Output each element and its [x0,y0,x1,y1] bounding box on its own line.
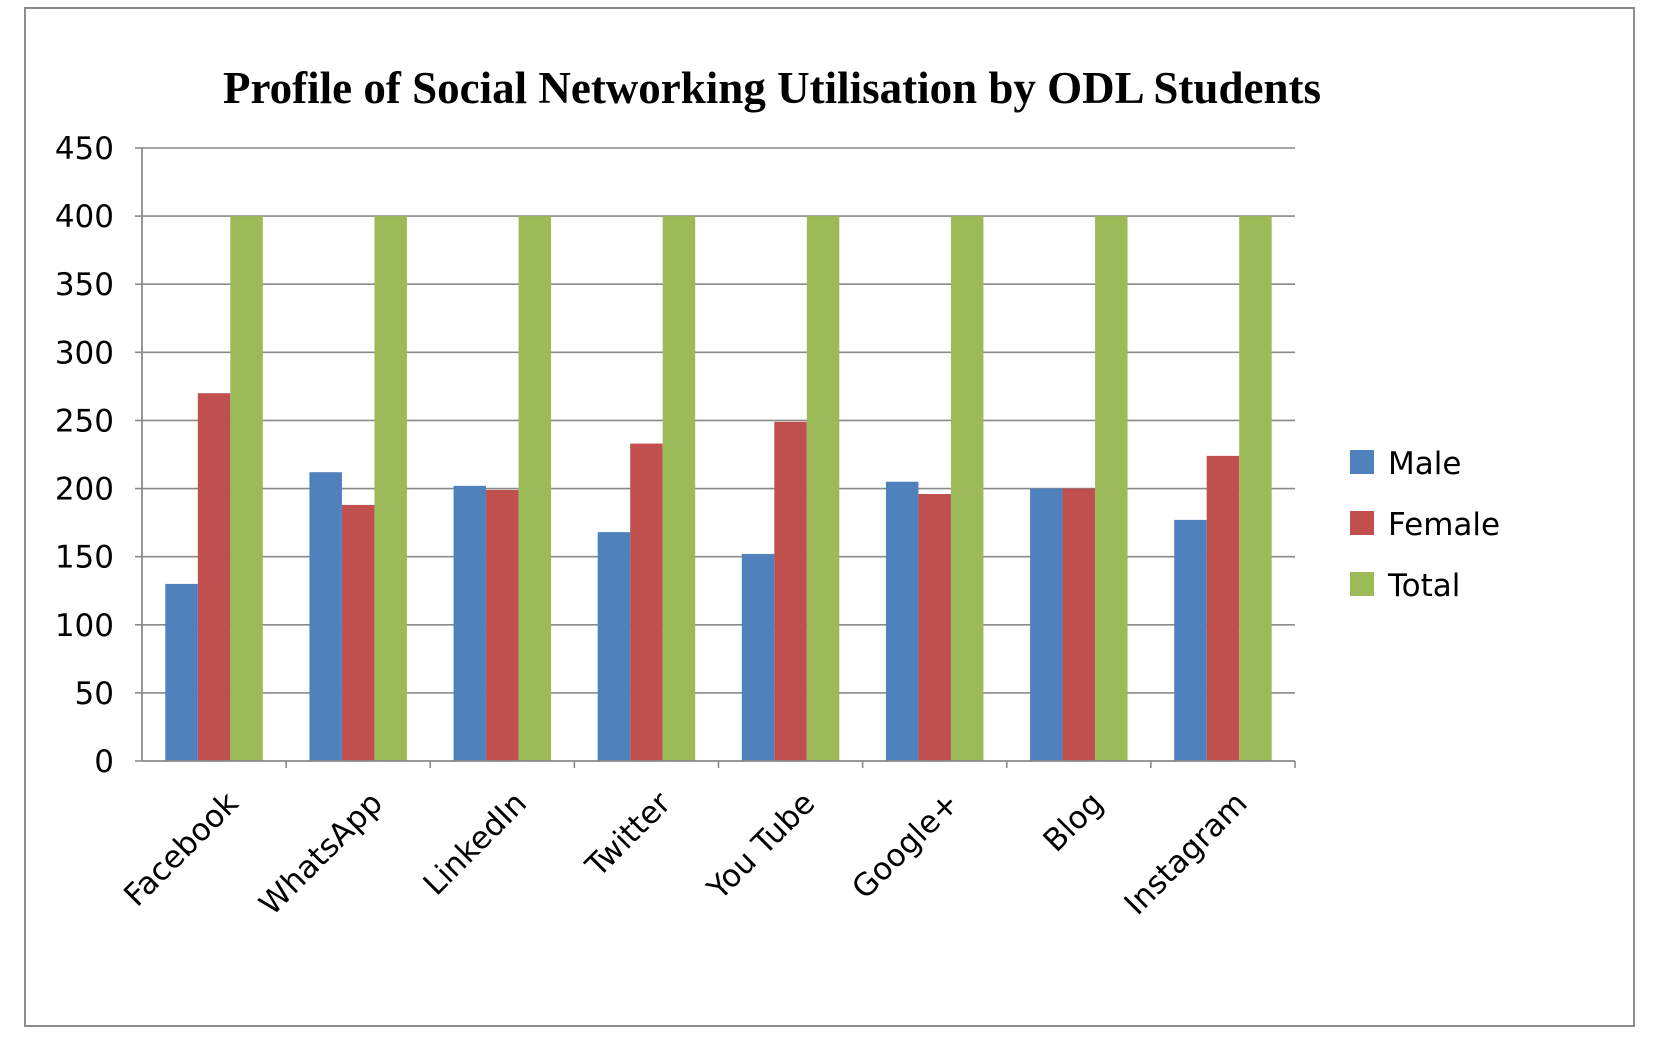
x-tick-label: WhatsApp [252,785,389,922]
legend-swatch-total [1350,572,1374,596]
y-tick-label: 50 [75,676,114,712]
bar-female-whatsapp [341,504,375,761]
bar-male-linkedin [453,485,487,761]
bar-male-facebook [165,583,198,761]
bar-total-facebook [230,216,263,762]
y-tick-label: 250 [55,403,114,439]
y-axis-ticks: 0 50 100 150 200 250 300 350 400 450 [55,131,114,780]
bar-male-blog [1030,488,1063,761]
bar-female-instagram [1206,455,1240,761]
y-tick-label: 400 [55,199,114,235]
chart-frame: Profile of Social Networking Utilisation… [24,7,1635,1027]
bar-female-you-tube [774,421,807,761]
bar-female-twitter [630,443,663,761]
x-tick-label: Blog [1036,785,1110,859]
y-tick-label: 350 [55,267,114,303]
bar-total-you-tube [806,216,840,762]
legend-label-female: Female [1388,507,1500,543]
bar-total-instagram [1239,216,1272,762]
legend-swatch-female [1350,511,1374,535]
x-tick-label: Instagram [1118,785,1255,922]
chart-svg: Profile of Social Networking Utilisation… [55,63,1500,923]
bar-total-linkedin [518,216,552,762]
bar-female-blog [1062,488,1096,761]
x-tick-label: You Tube [700,785,822,907]
bar-male-instagram [1174,519,1207,761]
bar-male-you-tube [741,553,775,761]
bar-total-twitter [662,216,696,762]
x-tick-label: Facebook [117,785,245,913]
x-tick-label: Google+ [845,785,966,906]
y-tick-label: 150 [55,540,114,576]
chart-title: Profile of Social Networking Utilisation… [223,63,1321,113]
bars [165,216,1272,762]
bar-male-google- [885,481,919,761]
legend-label-total: Total [1387,568,1460,604]
bar-total-blog [1095,216,1128,762]
bar-female-linkedin [486,489,519,761]
bar-total-google- [950,216,984,762]
bar-male-twitter [597,532,631,761]
legend-label-male: Male [1388,446,1461,482]
axes [135,147,1296,768]
y-tick-label: 200 [55,472,114,508]
bar-male-whatsapp [309,472,342,761]
y-tick-label: 300 [55,335,114,371]
bar-female-facebook [197,393,231,761]
x-tick-label: Twitter [578,785,678,885]
bar-female-google- [918,494,951,761]
y-tick-label: 0 [94,744,114,780]
y-tick-label: 100 [55,608,114,644]
y-tick-label: 450 [55,131,114,167]
x-tick-label: LinkedIn [417,785,534,902]
legend: Male Female Total [1350,446,1500,604]
legend-swatch-male [1350,450,1374,474]
bar-total-whatsapp [374,216,407,762]
x-axis-ticks: Facebook WhatsApp LinkedIn Twitter You Tube G… [117,785,1254,922]
